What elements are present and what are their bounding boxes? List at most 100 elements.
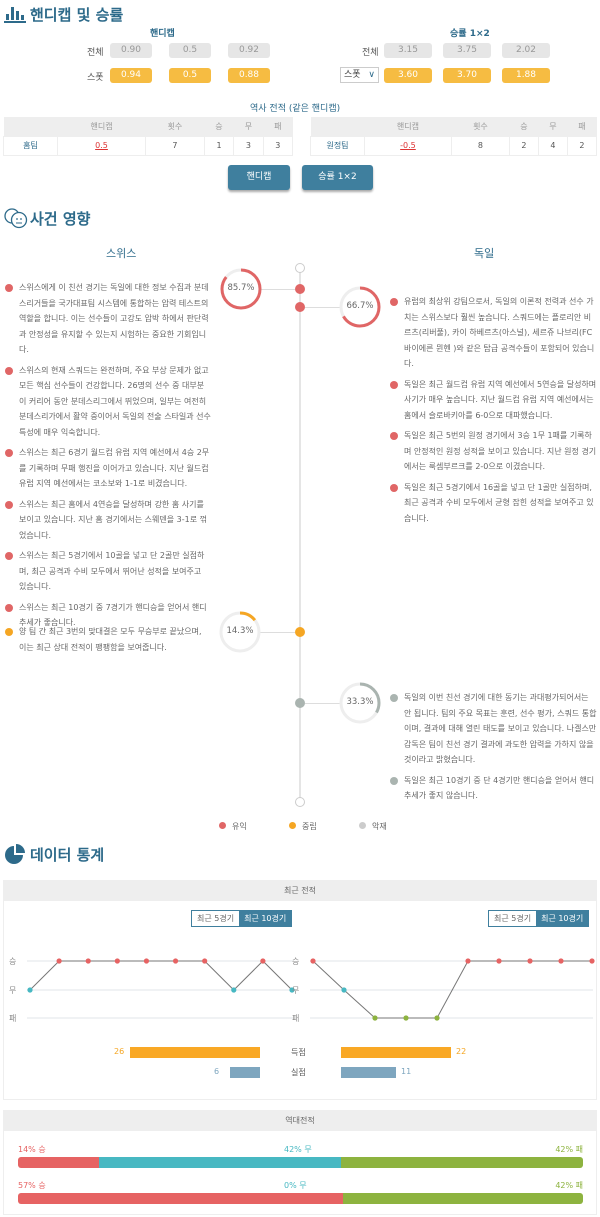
bullet-dot bbox=[5, 366, 13, 375]
h2h-loss-label: 42% 패 bbox=[555, 1145, 583, 1154]
col-header: 무 bbox=[538, 117, 568, 136]
col-header: 핸디캡 bbox=[57, 117, 146, 136]
chevron-down-icon: ∨ bbox=[368, 70, 375, 80]
form-point bbox=[114, 958, 120, 964]
handicap-value: 0.94 bbox=[110, 68, 152, 83]
odds-type-select[interactable]: 스폿 ∨ bbox=[340, 67, 379, 83]
bullet-dot bbox=[5, 603, 13, 612]
bullet-dot bbox=[5, 449, 13, 457]
form-point bbox=[231, 987, 237, 993]
faces-icon bbox=[4, 208, 28, 229]
event-item: 유럽의 최상위 강팀으로서, 독일의 이론적 전력과 선수 가치는 스위스보다 … bbox=[390, 294, 598, 372]
col-header: 패 bbox=[567, 117, 597, 136]
away-conceded-value: 11 bbox=[401, 1067, 412, 1076]
y-tick-label: 패 bbox=[9, 1013, 16, 1023]
form-point bbox=[27, 987, 33, 993]
connector-line bbox=[260, 632, 295, 633]
event-item: 스위스는 최근 6경기 월드컵 유럽 지역 예선에서 4승 2무를 기록하며 무… bbox=[5, 445, 211, 492]
home-range-toggle: 최근 5경기 최근 10경기 bbox=[191, 910, 293, 927]
ring-value: 14.3% bbox=[226, 626, 254, 636]
form-point bbox=[403, 1015, 409, 1021]
h2h-loss-segment bbox=[343, 1193, 583, 1204]
form-point bbox=[465, 958, 471, 964]
away-team-name: 독일 bbox=[474, 247, 495, 260]
handicap-value: 0.88 bbox=[228, 68, 270, 83]
toggle-last-10[interactable]: 최근 10경기 bbox=[536, 911, 589, 926]
bar-chart-icon bbox=[4, 7, 26, 23]
home-conceded-value: 6 bbox=[214, 1067, 220, 1076]
event-item: 독일은 최근 5경기에서 16골을 넣고 단 1골만 실점하며, 최근 공격과 … bbox=[390, 480, 598, 527]
percentage-ring bbox=[220, 268, 262, 310]
form-line bbox=[29, 960, 293, 991]
panel-header: 역대전적 bbox=[4, 1111, 596, 1131]
form-point bbox=[434, 1015, 440, 1021]
legend-item: 유익 bbox=[219, 821, 247, 832]
form-point bbox=[310, 958, 316, 964]
event-item: 스위스의 현재 스쿼드는 완전하며, 주요 부상 문제가 없고 모든 핵심 선수… bbox=[5, 363, 211, 441]
y-tick-label: 승 bbox=[292, 957, 299, 966]
odds-value: 3.75 bbox=[443, 43, 491, 58]
legend-item: 중립 bbox=[289, 821, 317, 832]
event-item: 스위스에게 이 친선 경기는 독일에 대한 정보 수집과 분데스리거들을 국가대… bbox=[5, 280, 211, 358]
home-conceded-bar bbox=[230, 1067, 260, 1078]
ring-value: 33.3% bbox=[346, 697, 374, 707]
form-point bbox=[56, 958, 62, 964]
h2h-bar bbox=[18, 1193, 583, 1204]
h2h-bar bbox=[18, 1157, 583, 1168]
ring-value: 85.7% bbox=[227, 283, 255, 293]
legend-item: 악재 bbox=[359, 821, 387, 832]
event-text: 스위스는 최근 홈에서 4연승을 달성하며 강한 홈 사기를 보이고 있습니다.… bbox=[19, 499, 207, 540]
form-point bbox=[85, 958, 91, 964]
recent-form-chart: 승무패 승무패 bbox=[9, 957, 595, 1023]
handicap-link[interactable]: 0.5 bbox=[56, 135, 147, 156]
h2h-win-label: 14% 승 bbox=[18, 1145, 46, 1154]
home-goals-bar bbox=[130, 1047, 260, 1058]
bullet-dot bbox=[5, 500, 13, 509]
odds-value: 3.70 bbox=[443, 68, 491, 83]
home-goals-value: 26 bbox=[114, 1047, 125, 1056]
toggle-last-5[interactable]: 최근 5경기 bbox=[197, 914, 235, 923]
handicap-value: 0.5 bbox=[169, 43, 211, 58]
row-label-spot: 스폿 bbox=[87, 73, 104, 83]
form-point bbox=[172, 958, 179, 964]
y-tick-label: 무 bbox=[292, 986, 299, 995]
away-goals-value: 22 bbox=[456, 1047, 467, 1056]
away-range-toggle: 최근 5경기 최근 10경기 bbox=[488, 910, 590, 927]
away-goals-bar bbox=[341, 1047, 451, 1058]
handicap-value: 0.5 bbox=[169, 68, 211, 83]
y-tick-label: 무 bbox=[9, 986, 16, 995]
event-item: 스위스는 최근 홈에서 4연승을 달성하며 강한 홈 사기를 보이고 있습니다.… bbox=[5, 497, 211, 544]
timeline-node bbox=[295, 302, 305, 312]
section-title-events: 사건 영향 bbox=[30, 210, 91, 228]
form-point bbox=[260, 958, 266, 964]
form-point bbox=[143, 958, 150, 964]
conceded-label: 실점 bbox=[291, 1068, 306, 1077]
form-line bbox=[312, 960, 592, 1019]
h2h-draw-label: 0% 무 bbox=[284, 1181, 307, 1190]
h2h-draw-label: 42% 무 bbox=[284, 1145, 312, 1154]
legend-dot bbox=[359, 822, 366, 829]
home-team-name: 스위스 bbox=[106, 247, 137, 260]
odds-button[interactable]: 승률 1×2 bbox=[302, 165, 373, 190]
event-text: 스위스는 최근 5경기에서 10골을 넣고 단 2골만 실점하며, 최근 공격과… bbox=[19, 551, 205, 591]
bullet-dot bbox=[390, 483, 398, 492]
event-text: 독일은 최근 5경기에서 16골을 넣고 단 1골만 실점하며, 최근 공격과 … bbox=[404, 482, 594, 523]
percentage-ring bbox=[219, 611, 261, 653]
col-header: 핸디캡 bbox=[364, 117, 452, 136]
bullet-dot bbox=[390, 776, 398, 785]
handicap-button[interactable]: 핸디캡 bbox=[228, 165, 290, 190]
h2h-draw-segment bbox=[98, 1157, 341, 1168]
legend-label: 유익 bbox=[232, 822, 247, 831]
ring-value: 66.7% bbox=[346, 301, 374, 311]
toggle-last-10[interactable]: 최근 10경기 bbox=[239, 911, 292, 926]
timeline-node bbox=[295, 263, 305, 273]
form-point bbox=[341, 987, 347, 993]
bullet-dot bbox=[390, 694, 398, 702]
toggle-last-5[interactable]: 최근 5경기 bbox=[494, 914, 532, 923]
odds-value: 3.15 bbox=[384, 43, 432, 58]
form-point bbox=[202, 958, 208, 964]
table-row: 홈팀 0.5 7 1 3 3 bbox=[3, 135, 294, 156]
pie-chart-icon bbox=[5, 844, 25, 864]
h2h-win-label: 57% 승 bbox=[18, 1181, 46, 1190]
handicap-link[interactable]: -0.5 bbox=[364, 135, 452, 156]
